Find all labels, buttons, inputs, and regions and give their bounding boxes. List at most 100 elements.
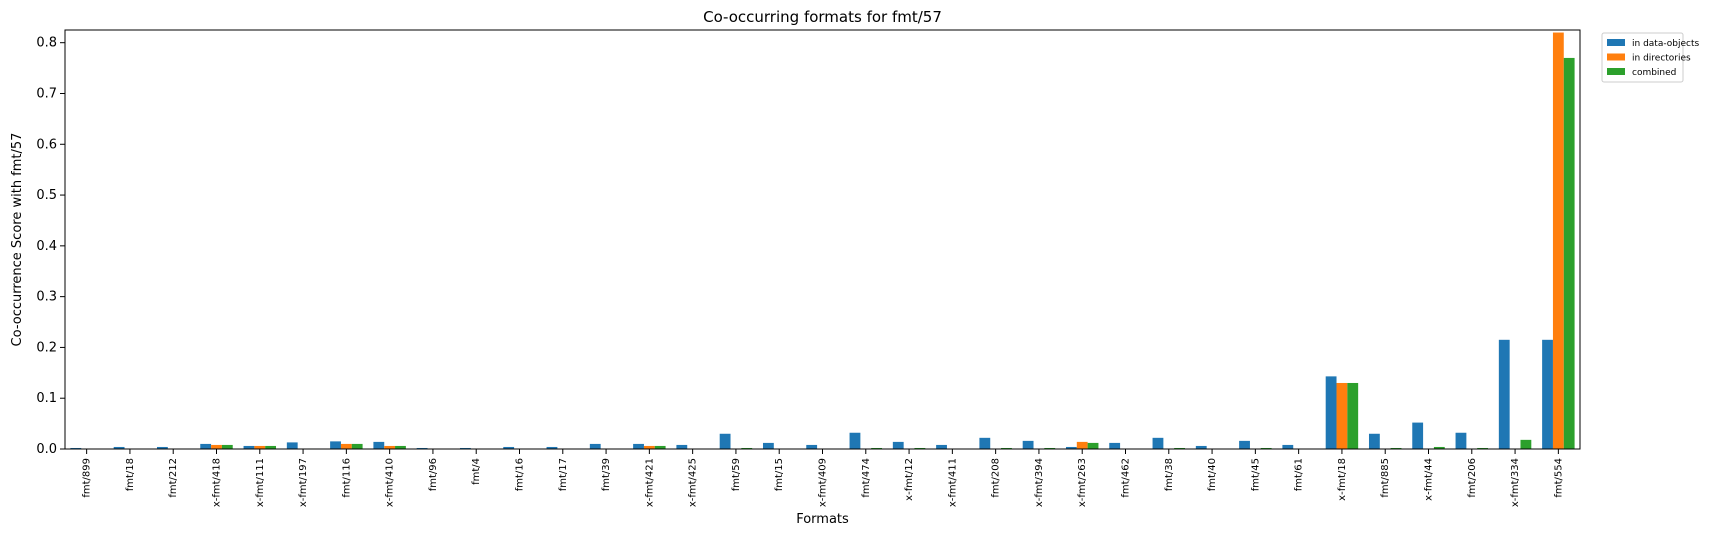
x-tick-label: fmt/208: [991, 458, 1002, 498]
bar-in-data-objects: [892, 441, 904, 449]
y-tick-label: 0.7: [36, 86, 57, 101]
bar-in-data-objects: [546, 446, 558, 449]
bar-in-data-objects: [113, 446, 125, 449]
bar-combined: [1477, 447, 1489, 449]
bar-combined: [1260, 447, 1272, 449]
bar-in-data-objects: [200, 443, 212, 449]
legend-label: in data-objects: [1632, 39, 1699, 49]
x-tick-label: fmt/16: [515, 458, 526, 491]
y-tick-label: 0.0: [36, 442, 57, 457]
bar-in-data-objects: [936, 444, 947, 449]
y-tick-label: 0.2: [36, 340, 57, 355]
x-tick-label: x-fmt/425: [688, 458, 699, 507]
x-tick-label: fmt/899: [82, 458, 93, 498]
x-tick-label: x-fmt/418: [212, 458, 223, 507]
bar-combined: [654, 445, 666, 449]
bar-combined: [1520, 439, 1532, 449]
bar-combined: [1044, 447, 1056, 449]
y-axis-label: Co-occurrence Score with fmt/57: [10, 133, 25, 347]
bar-combined: [351, 443, 363, 449]
x-tick-label: x-fmt/411: [947, 458, 958, 507]
bar-in-data-objects: [633, 443, 644, 449]
x-tick-label: x-fmt/409: [818, 458, 829, 507]
bar-in-data-objects: [589, 443, 601, 449]
x-tick-label: fmt/4: [471, 458, 482, 485]
bar-combined: [1174, 447, 1186, 449]
x-tick-label: fmt/38: [1164, 458, 1175, 491]
legend-swatch: [1607, 39, 1625, 46]
bar-combined: [741, 447, 753, 449]
x-tick-label: fmt/206: [1467, 458, 1478, 498]
y-tick-label: 0.4: [36, 239, 57, 254]
bar-in-data-objects: [243, 445, 255, 449]
bar-in-data-objects: [979, 437, 991, 449]
bar-combined: [914, 447, 926, 449]
bar-in-data-objects: [1239, 440, 1250, 449]
x-tick-label: x-fmt/263: [1077, 458, 1088, 507]
y-tick-label: 0.6: [36, 137, 57, 152]
bar-in-data-objects: [330, 441, 341, 449]
x-tick-label: fmt/61: [1294, 458, 1305, 491]
bar-combined: [1563, 57, 1575, 449]
x-tick-label: fmt/17: [558, 458, 569, 491]
y-ticks-group: 0.0 0.1 0.2 0.3 0.4 0.5 0.6 0.7 0.8: [36, 36, 65, 457]
x-tick-label: fmt/15: [774, 458, 785, 491]
bar-in-data-objects: [416, 447, 428, 449]
y-tick-label: 0.5: [36, 188, 57, 203]
bar-in-data-objects: [719, 433, 731, 449]
x-tick-label: x-fmt/12: [904, 458, 915, 501]
x-tick-label: fmt/96: [428, 458, 439, 491]
x-tick-label: x-fmt/44: [1424, 458, 1435, 501]
bar-in-data-objects: [1282, 444, 1294, 449]
x-tick-label: fmt/885: [1380, 458, 1391, 498]
x-tick-label: fmt/18: [125, 458, 136, 491]
bar-in-data-objects: [70, 447, 82, 449]
bar-in-directories: [1076, 441, 1088, 449]
y-tick-label: 0.1: [36, 391, 57, 406]
bar-in-data-objects: [1195, 445, 1207, 449]
bar-in-directories: [1336, 382, 1348, 449]
bar-combined: [395, 445, 406, 449]
bar-in-data-objects: [1542, 339, 1553, 449]
bar-combined: [1433, 446, 1445, 449]
x-tick-label: fmt/40: [1207, 458, 1218, 491]
legend-label: combined: [1632, 68, 1676, 78]
bar-in-directories: [211, 444, 222, 449]
bar-combined: [1001, 447, 1012, 449]
legend: in data-objects in directories combined: [1601, 32, 1699, 83]
bar-in-data-objects: [806, 444, 818, 449]
bar-in-data-objects: [156, 446, 168, 449]
x-tick-label: fmt/116: [341, 458, 352, 498]
bar-in-data-objects: [1152, 437, 1164, 449]
bar-combined: [1087, 442, 1099, 449]
x-tick-label: x-fmt/111: [255, 458, 266, 507]
x-tick-label: fmt/45: [1250, 458, 1261, 491]
bar-in-directories: [384, 445, 396, 449]
bar-in-directories: [254, 445, 266, 449]
chart-title: Co-occurring formats for fmt/57: [703, 8, 942, 26]
x-tick-label: x-fmt/394: [1034, 458, 1045, 507]
bar-in-data-objects: [1022, 440, 1034, 449]
bar-in-data-objects: [286, 442, 298, 449]
bar-in-data-objects: [762, 442, 774, 449]
bar-in-data-objects: [503, 446, 515, 449]
bar-in-data-objects: [1325, 376, 1337, 449]
x-tick-label: fmt/462: [1121, 458, 1132, 498]
bar-in-data-objects: [1412, 422, 1424, 449]
plot-frame: [64, 29, 1581, 450]
x-ticks-group: fmt/899 fmt/18 fmt/212 x-fmt/418 x-fmt/111 x-…: [82, 449, 1564, 507]
x-tick-label: x-fmt/197: [298, 458, 309, 507]
bar-in-data-objects: [1109, 442, 1121, 449]
legend-swatch: [1607, 53, 1625, 61]
bar-in-data-objects: [1498, 339, 1510, 449]
bar-combined: [871, 447, 883, 449]
bar-in-data-objects: [373, 441, 385, 449]
x-tick-label: x-fmt/334: [1510, 458, 1521, 507]
bar-in-directories: [340, 443, 352, 449]
x-tick-label: x-fmt/18: [1337, 458, 1348, 501]
x-tick-label: fmt/212: [168, 458, 179, 498]
bar-in-data-objects: [849, 432, 861, 449]
bar-in-data-objects: [459, 447, 471, 449]
